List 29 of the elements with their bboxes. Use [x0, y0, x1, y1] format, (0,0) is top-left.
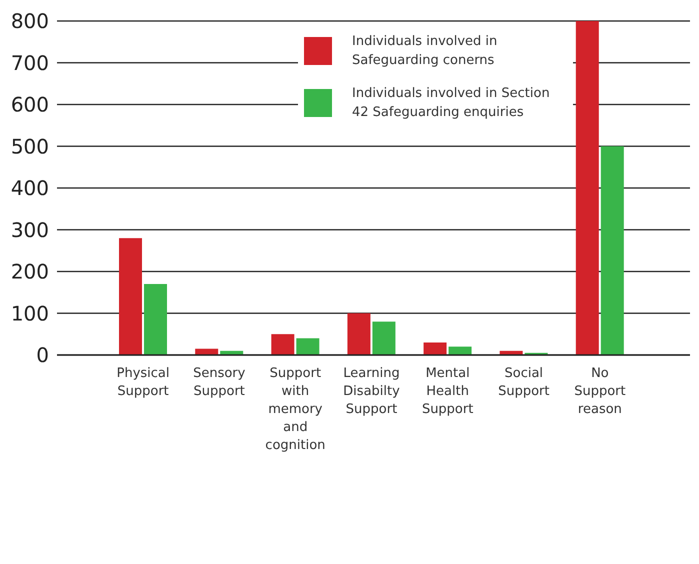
- x-tick-label: No Support reason: [574, 366, 626, 417]
- bar: [372, 322, 396, 355]
- y-tick-label: 200: [10, 260, 49, 284]
- y-tick-label: 500: [10, 134, 49, 158]
- bar: [347, 313, 370, 355]
- bar: [424, 342, 447, 355]
- legend-label: Individuals involved in Section 42 Safeguarding enquiries: [352, 85, 551, 122]
- x-tick-label: Mental Health Support: [422, 366, 474, 417]
- y-tick-label: 700: [10, 50, 49, 75]
- bar: [119, 238, 142, 355]
- bar: [271, 334, 294, 355]
- x-tick-label: Learning Disabilty Support: [343, 366, 400, 417]
- y-tick-label: 100: [10, 301, 49, 326]
- y-tick-label: 600: [10, 92, 49, 117]
- y-tick-label: 0: [36, 343, 49, 368]
- y-tick-label: 800: [10, 9, 49, 34]
- y-tick-label: 400: [10, 176, 49, 200]
- bar: [144, 284, 167, 355]
- bar: [600, 146, 624, 355]
- x-tick-label: Support with memory and cognition: [265, 366, 326, 453]
- x-tick-label: Sensory Support: [193, 366, 246, 399]
- y-tick-label: 300: [10, 218, 49, 242]
- bar: [195, 348, 218, 355]
- x-tick-label: Social Support: [498, 366, 550, 399]
- legend-label: Individuals involved in Safeguarding conerns: [352, 33, 498, 70]
- bar: [576, 21, 599, 355]
- bar: [448, 346, 472, 355]
- x-tick-label: Physical Support: [116, 366, 170, 399]
- bar: [296, 338, 320, 355]
